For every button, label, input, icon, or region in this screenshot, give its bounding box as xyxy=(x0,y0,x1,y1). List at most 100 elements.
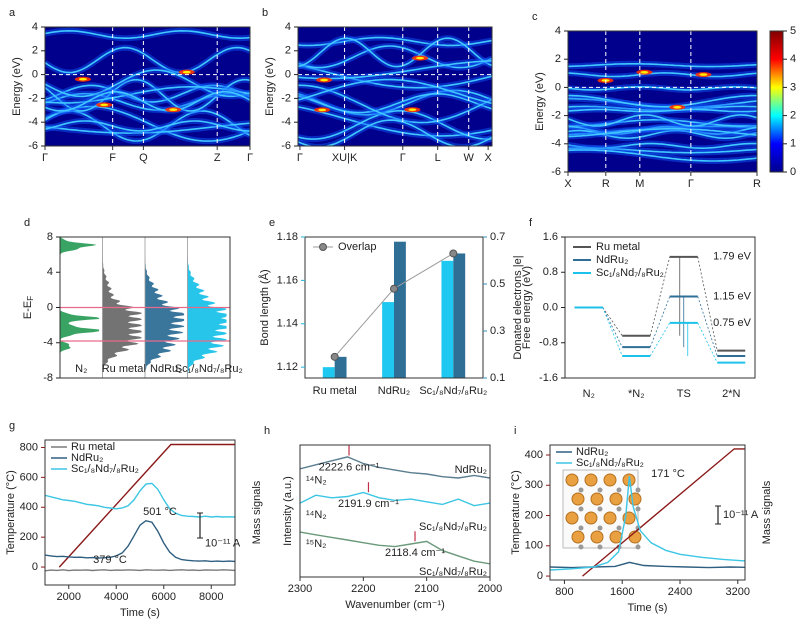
isotope-label: ¹⁴N₂ xyxy=(306,509,327,521)
hot-spot-core xyxy=(699,73,708,76)
y-tick-label: -8 xyxy=(43,372,53,384)
y-tick-label: 4 xyxy=(790,53,796,65)
connector xyxy=(602,307,623,357)
series-group xyxy=(550,448,745,577)
colorbar xyxy=(769,30,784,173)
peak-label: 2118.4 cm⁻¹ xyxy=(385,547,445,559)
dos-profile xyxy=(60,237,100,378)
band-curve xyxy=(298,37,492,68)
inset-atom xyxy=(609,492,623,506)
y-tick-label: 0 xyxy=(790,166,796,178)
x-axis-label: Wavenumber (cm⁻¹) xyxy=(345,599,445,611)
panel-label: h xyxy=(264,425,270,437)
y-tick-label: -6 xyxy=(551,166,561,178)
bar xyxy=(322,367,335,378)
legend-label: Overlap xyxy=(338,241,377,253)
x-tick-label: 2000 xyxy=(57,591,81,603)
y-tick-label: 1.16 xyxy=(277,274,298,286)
legend-label: Ru metal xyxy=(596,241,640,253)
panel-label: c xyxy=(532,11,538,23)
series-line xyxy=(45,569,235,572)
y-axis-label-main: E-E xyxy=(22,301,34,319)
band-curve xyxy=(45,110,250,142)
x-tick-label: 8000 xyxy=(199,591,223,603)
y-tick-label: 4 xyxy=(555,25,561,37)
isotope-label: ¹⁴N₂ xyxy=(306,475,327,487)
y-tick-label: -2 xyxy=(551,110,561,122)
y-tick-label: 100 xyxy=(525,540,543,552)
x-tick-label: 1600 xyxy=(610,586,634,598)
y-tick-label: 8 xyxy=(47,231,53,243)
isotope-label: ¹⁵N₂ xyxy=(306,538,326,550)
band-curve xyxy=(298,45,492,69)
x-tick-label: Γ xyxy=(688,178,694,190)
x-tick-label: Z xyxy=(214,152,221,164)
x-axis-label: Time (s) xyxy=(628,602,668,614)
y-tick-label: 1.12 xyxy=(277,361,298,373)
connector xyxy=(602,307,623,336)
band-curve xyxy=(45,122,250,134)
x-tick-label: N₂ xyxy=(583,388,595,400)
legend-label: Ru metal xyxy=(71,441,115,453)
legend-marker xyxy=(319,243,327,251)
x-tick-label: TS xyxy=(677,388,691,400)
y-tick-label: 1.14 xyxy=(277,318,298,330)
series-label: Sc₁/₈Nd₇/₈Ru₂ xyxy=(419,566,487,578)
band-curve xyxy=(568,114,757,127)
band-curve xyxy=(298,64,492,89)
inset-atom-small xyxy=(635,487,641,493)
hot-spot-core xyxy=(78,77,87,81)
band-curve xyxy=(298,119,492,146)
y-tick-label: 4 xyxy=(285,21,291,33)
y-tick-label: 400 xyxy=(20,501,38,513)
y-tick-label: -4 xyxy=(43,337,53,349)
x-tick-label: X xyxy=(484,152,492,164)
panel-label: d xyxy=(24,217,30,229)
y-tick-label: 1.6 xyxy=(543,231,558,243)
band-curve xyxy=(45,46,250,74)
band-curve xyxy=(45,105,250,142)
x-tick-label: 800 xyxy=(555,586,573,598)
panel-label: i xyxy=(514,425,516,437)
legend-label: Sc₁/₈Nd₇/₈Ru₂ xyxy=(576,457,644,469)
series-line xyxy=(300,456,490,479)
y-tick-label: -1.6 xyxy=(539,372,558,384)
y-tick-label: 200 xyxy=(20,531,38,543)
annotation: 171 °C xyxy=(651,468,685,480)
y-tick-label: 0.7 xyxy=(490,231,505,243)
panel-label: a xyxy=(9,7,16,19)
band-curves xyxy=(298,34,492,146)
y-tick-label: 0.5 xyxy=(490,278,505,290)
panel-label: g xyxy=(9,420,15,432)
inset-atom-small xyxy=(578,525,584,531)
series-label: Sc₁/₈Nd₇/₈Ru₂ xyxy=(419,521,487,533)
bar xyxy=(453,253,466,378)
y2-axis-label: Mass signals xyxy=(251,480,263,544)
plot-frame xyxy=(297,26,493,147)
column-label: Ru metal xyxy=(102,363,146,375)
annotation: 501 °C xyxy=(143,506,177,518)
band-curve xyxy=(45,78,250,112)
y-tick-label: 2 xyxy=(555,53,561,65)
plot-frame xyxy=(44,26,251,147)
inset-atom-small xyxy=(635,544,641,550)
hot-spot-core xyxy=(320,78,329,82)
inset-atom-small xyxy=(597,525,603,531)
band-curve xyxy=(568,147,757,154)
inset-atom-small xyxy=(616,525,622,531)
hot-spot-core xyxy=(408,108,417,111)
band-curves xyxy=(45,27,250,145)
x-tick-label: Sc₁/₈Nd₇/₈Ru₂ xyxy=(419,385,487,397)
inset-atom xyxy=(590,530,604,544)
x-tick-label: Γ xyxy=(42,152,48,164)
series-line xyxy=(45,482,235,518)
hot-spot-core xyxy=(416,56,425,60)
x-tick-label: X xyxy=(564,178,572,190)
hot-spot-core xyxy=(182,70,191,74)
y-tick-label: 0.3 xyxy=(490,325,505,337)
legend-label: Sc₁/₈Nd₇/₈Ru₂ xyxy=(596,267,664,279)
y-tick-label: 300 xyxy=(525,479,543,491)
band-curve xyxy=(45,120,250,132)
x-tick-label: Γ xyxy=(400,152,406,164)
